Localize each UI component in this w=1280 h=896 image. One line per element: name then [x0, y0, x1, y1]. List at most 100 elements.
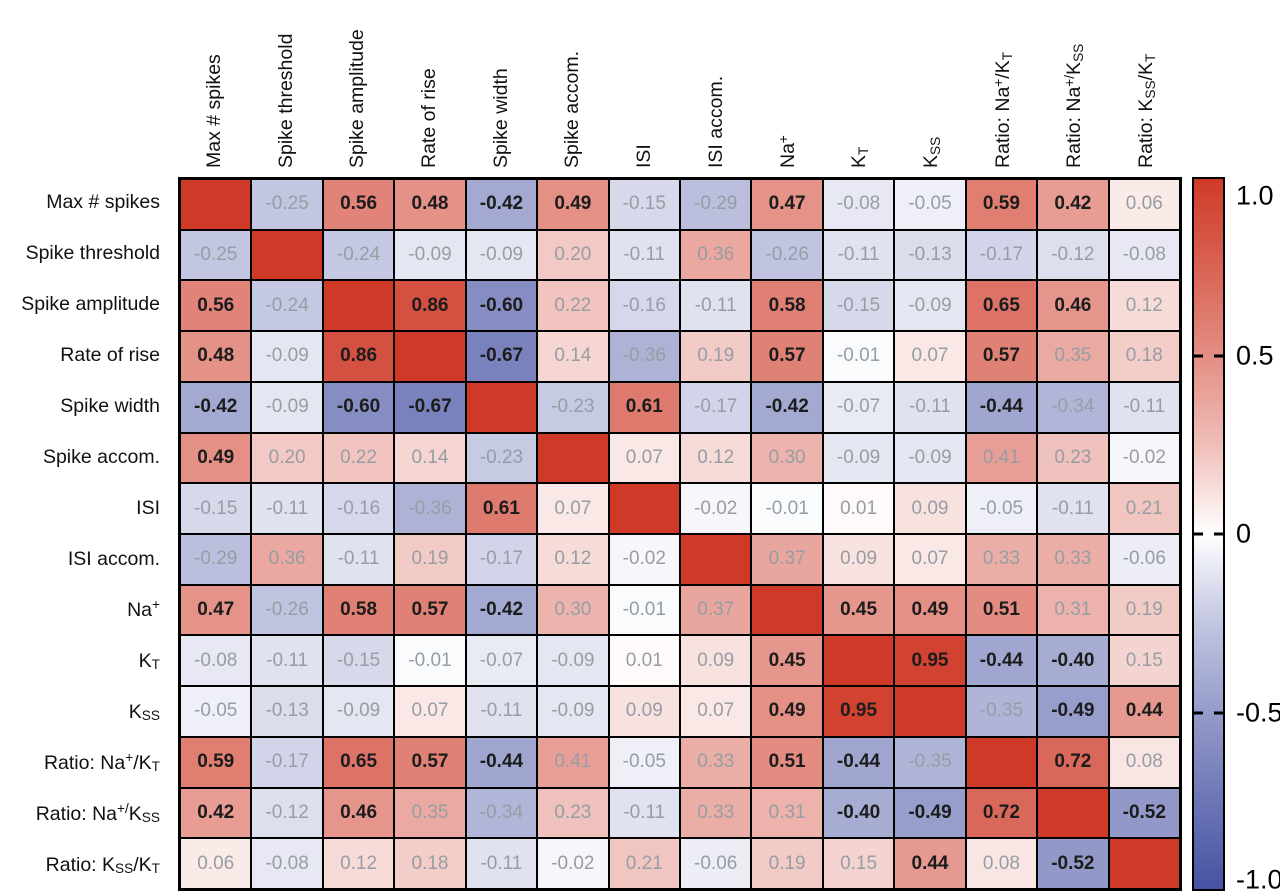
heatmap-cell: 0.72 [1037, 736, 1109, 788]
heatmap-cell: -0.23 [465, 432, 538, 484]
heatmap-cell: 0.22 [322, 432, 395, 484]
heatmap-cell: 0.08 [965, 838, 1038, 889]
colorbar-tick [1194, 354, 1203, 357]
colorbar-tick [1214, 354, 1223, 357]
heatmap-cell: -0.12 [1037, 229, 1109, 281]
row-label: K SS [128, 701, 160, 724]
heatmap-cell: 0.09 [608, 686, 680, 737]
heatmap-cell: -0.49 [894, 787, 966, 839]
heatmap-cell: -0.09 [537, 635, 609, 687]
column-label: Ratio: Na+/KSS [1062, 43, 1087, 168]
heatmap-cell: -0.40 [1037, 635, 1109, 687]
heatmap-cell: 0.07 [894, 534, 966, 585]
heatmap-cell: -0.01 [822, 331, 895, 382]
heatmap-cell: 0.19 [394, 534, 466, 585]
row-label: ISI [136, 497, 160, 519]
column-label: Spike accom. [561, 50, 584, 168]
heatmap-cell: -0.44 [822, 736, 895, 788]
heatmap-cell: 0.65 [965, 280, 1038, 332]
heatmap-cell: 0.33 [965, 534, 1038, 585]
heatmap-cell: -0.01 [394, 635, 466, 687]
heatmap-cell: -0.17 [965, 229, 1038, 281]
heatmap-cell: -0.17 [465, 534, 538, 585]
colorbar-tick-label: -0.5 [1236, 697, 1280, 727]
heatmap-cell: 0.42 [1037, 179, 1109, 230]
heatmap-cell: 0.51 [751, 736, 823, 788]
heatmap-cell: -0.67 [465, 331, 538, 382]
heatmap-cell: -0.09 [251, 331, 323, 382]
heatmap-cell: -0.24 [322, 229, 395, 281]
heatmap-cell: 0.09 [680, 635, 752, 687]
heatmap-cell: -0.16 [322, 483, 395, 534]
heatmap-cell: 0.44 [894, 838, 966, 889]
heatmap-cell: -0.02 [680, 483, 752, 534]
heatmap-cell: -0.13 [251, 686, 323, 737]
heatmap-cell: 0.01 [822, 483, 895, 534]
heatmap-cell: -0.11 [251, 483, 323, 534]
row-label: Na + [127, 596, 160, 621]
column-label: KSS [920, 136, 944, 168]
heatmap-cell: 0.95 [822, 686, 895, 737]
heatmap-cell: -0.01 [751, 483, 823, 534]
colorbar-tick [1214, 532, 1223, 536]
heatmap-cell: 0.46 [1037, 280, 1109, 332]
heatmap-cell: 0.57 [965, 331, 1038, 382]
heatmap-cell: 0.59 [965, 179, 1038, 230]
heatmap-cell: 0.19 [680, 331, 752, 382]
heatmap-cell: -0.42 [180, 381, 252, 433]
heatmap-cell: 0.37 [680, 584, 752, 636]
heatmap-cell: -0.11 [465, 686, 538, 737]
heatmap-cell: -0.02 [537, 838, 609, 889]
heatmap-cell: -0.11 [822, 229, 895, 281]
heatmap-diagonal-cell [465, 381, 538, 433]
heatmap-cell: -0.08 [1108, 229, 1180, 281]
heatmap-cell: 0.35 [1037, 331, 1109, 382]
heatmap-cell: 0.61 [465, 483, 538, 534]
heatmap-cell: 0.57 [751, 331, 823, 382]
heatmap-cell: -0.05 [180, 686, 252, 737]
heatmap-diagonal-cell [1108, 838, 1180, 889]
heatmap-cell: -0.60 [465, 280, 538, 332]
heatmap-diagonal-cell [751, 584, 823, 636]
heatmap-cell: -0.11 [608, 229, 680, 281]
heatmap-cell: -0.67 [394, 381, 466, 433]
heatmap-cell: -0.09 [894, 432, 966, 484]
heatmap-cell: -0.11 [1037, 483, 1109, 534]
heatmap-grid: -0.25 0.56 0.48 -0.42 0.49 -0.15 -0.29 0.47 -0.0… [178, 177, 1182, 891]
heatmap-cell: 0.58 [751, 280, 823, 332]
heatmap-cell: 0.47 [751, 179, 823, 230]
heatmap-cell: 0.44 [1108, 686, 1180, 737]
heatmap-cell: -0.05 [894, 179, 966, 230]
column-label: ISI accom. [704, 75, 727, 168]
column-label: Spike amplitude [346, 29, 369, 168]
heatmap-cell: -0.44 [465, 736, 538, 788]
heatmap-diagonal-cell [394, 331, 466, 382]
heatmap-cell: 0.48 [180, 331, 252, 382]
heatmap-cell: 0.14 [537, 331, 609, 382]
heatmap-diagonal-cell [537, 432, 609, 484]
heatmap-cell: 0.36 [251, 534, 323, 585]
heatmap-cell: 0.57 [394, 736, 466, 788]
column-label: Spike threshold [274, 33, 297, 168]
heatmap-cell: 0.09 [822, 534, 895, 585]
heatmap-diagonal-cell [822, 635, 895, 687]
heatmap-cell: -0.09 [822, 432, 895, 484]
heatmap-cell: 0.48 [394, 179, 466, 230]
heatmap-cell: 0.31 [751, 787, 823, 839]
heatmap-cell: 0.19 [1108, 584, 1180, 636]
heatmap-cell: 0.23 [537, 787, 609, 839]
column-label: ISI [633, 144, 656, 168]
heatmap-cell: -0.05 [608, 736, 680, 788]
heatmap-cell: 0.56 [322, 179, 395, 230]
heatmap-diagonal-cell [180, 179, 252, 230]
heatmap-cell: -0.34 [465, 787, 538, 839]
heatmap-diagonal-cell [322, 280, 395, 332]
heatmap-cell: -0.11 [608, 787, 680, 839]
heatmap-cell: -0.35 [965, 686, 1038, 737]
heatmap-cell: -0.09 [465, 229, 538, 281]
heatmap-cell: -0.15 [322, 635, 395, 687]
heatmap-cell: 0.45 [822, 584, 895, 636]
heatmap-cell: -0.52 [1037, 838, 1109, 889]
row-label: Ratio: K SS/K T [45, 854, 160, 877]
